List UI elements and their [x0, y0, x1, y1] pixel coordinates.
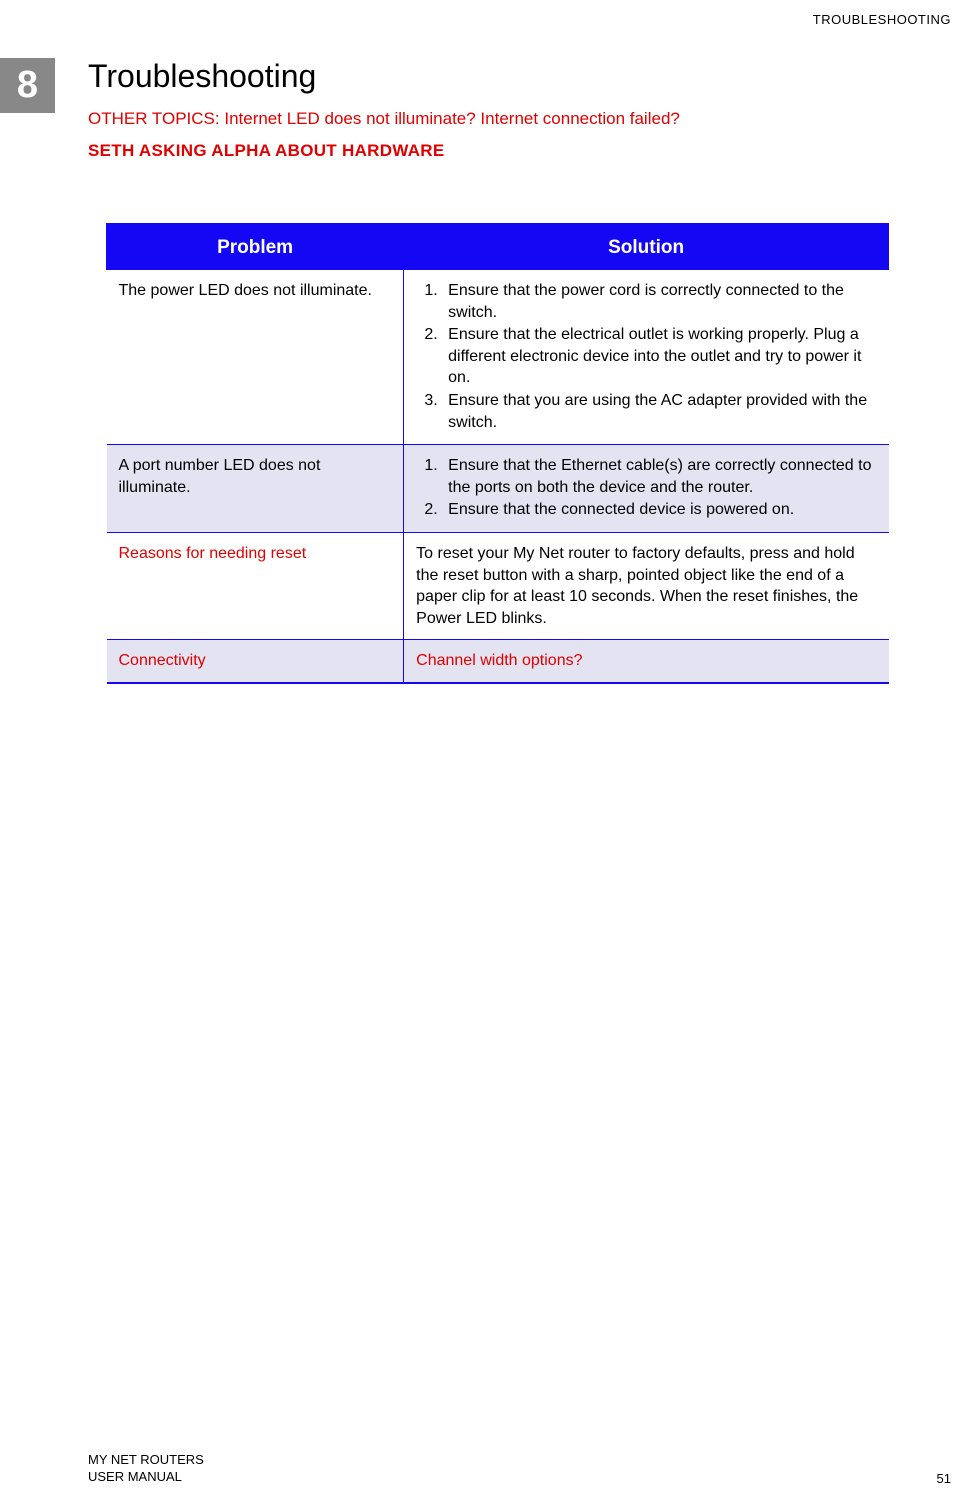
page-number: 51	[937, 1471, 951, 1486]
footer-line2: USER MANUAL	[88, 1469, 204, 1486]
problem-cell: The power LED does not illuminate.	[107, 270, 404, 445]
footer: MY NET ROUTERS USER MANUAL 51	[88, 1452, 951, 1486]
solution-cell: Ensure that the Ethernet cable(s) are co…	[404, 445, 889, 533]
table-row: A port number LED does not illuminate. En…	[107, 445, 889, 533]
troubleshooting-table-container: Problem Solution The power LED does not …	[106, 223, 889, 684]
problem-cell: Reasons for needing reset	[107, 532, 404, 639]
content-area: Troubleshooting OTHER TOPICS: Internet L…	[88, 58, 889, 684]
table-row: Reasons for needing resetTo reset your M…	[107, 532, 889, 639]
footer-line1: MY NET ROUTERS	[88, 1452, 204, 1469]
subtitle: OTHER TOPICS: Internet LED does not illu…	[88, 109, 889, 129]
troubleshooting-table: Problem Solution The power LED does not …	[106, 223, 889, 684]
problem-cell: A port number LED does not illuminate.	[107, 445, 404, 533]
solution-cell: To reset your My Net router to factory d…	[404, 532, 889, 639]
subheading: SETH ASKING ALPHA ABOUT HARDWARE	[88, 141, 889, 161]
table-header-problem: Problem	[107, 225, 404, 270]
table-row: ConnectivityChannel width options?	[107, 640, 889, 683]
solution-list-item: Ensure that the electrical outlet is wor…	[442, 324, 876, 389]
footer-text: MY NET ROUTERS USER MANUAL	[88, 1452, 204, 1486]
solution-list-item: Ensure that the connected device is powe…	[442, 499, 876, 521]
table-row: The power LED does not illuminate. Ensure…	[107, 270, 889, 445]
solution-list-item: Ensure that the Ethernet cable(s) are co…	[442, 455, 876, 498]
table-header-solution: Solution	[404, 225, 889, 270]
table-header-row: Problem Solution	[107, 225, 889, 270]
solution-cell: Ensure that the power cord is correctly …	[404, 270, 889, 445]
solution-list-item: Ensure that the power cord is correctly …	[442, 280, 876, 323]
solution-list: Ensure that the Ethernet cable(s) are co…	[416, 455, 876, 521]
page-title: Troubleshooting	[88, 58, 889, 95]
solution-cell: Channel width options?	[404, 640, 889, 683]
solution-list: Ensure that the power cord is correctly …	[416, 280, 876, 433]
chapter-number: 8	[0, 58, 55, 113]
solution-list-item: Ensure that you are using the AC adapter…	[442, 390, 876, 433]
problem-cell: Connectivity	[107, 640, 404, 683]
header-label: TROUBLESHOOTING	[813, 12, 951, 27]
